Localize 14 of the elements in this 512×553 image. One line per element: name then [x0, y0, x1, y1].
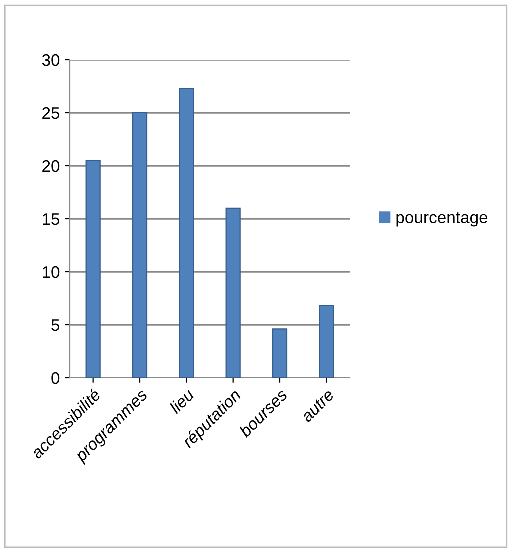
bar — [86, 160, 101, 378]
bar — [179, 88, 194, 378]
bar — [226, 208, 241, 378]
y-tick-label: 25 — [42, 107, 60, 120]
bar — [272, 328, 288, 378]
bar — [319, 305, 334, 378]
bar — [132, 112, 148, 378]
y-tick-label: 15 — [43, 214, 60, 226]
y-tick-label: 0 — [52, 372, 60, 384]
y-tick-label: 10 — [43, 266, 60, 278]
y-tick-label: 5 — [52, 320, 60, 332]
y-tick-label: 30 — [42, 54, 60, 66]
y-tick-label: 20 — [42, 160, 60, 172]
legend-label: pourcentage — [396, 212, 488, 227]
